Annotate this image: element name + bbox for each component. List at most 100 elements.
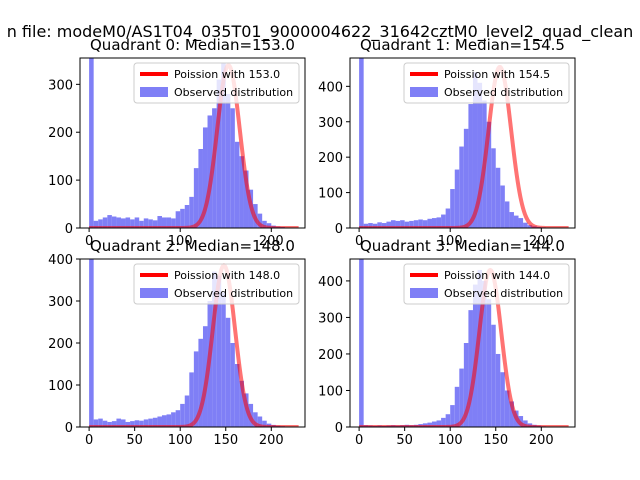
histogram-bar	[523, 222, 528, 228]
histogram-bar	[436, 420, 442, 427]
histogram-bar	[148, 418, 153, 427]
histogram-bar	[198, 338, 203, 427]
legend-hist-swatch	[140, 288, 168, 298]
histogram-bar	[363, 223, 369, 228]
histogram-bar	[463, 343, 469, 427]
histogram-bar	[152, 417, 158, 427]
histogram-bar	[234, 141, 240, 228]
histogram-bar	[239, 156, 244, 228]
y-tick-label: 0	[65, 421, 73, 436]
histogram-bar	[377, 222, 382, 228]
subplot-title: Quadrant 3: Median=144.0	[360, 237, 565, 255]
histogram-bar	[441, 214, 446, 228]
x-tick-label: 100	[438, 433, 463, 448]
histogram-bar	[253, 412, 258, 427]
x-tick-label: 100	[438, 234, 463, 249]
histogram-bar	[523, 420, 528, 427]
histogram-bar	[257, 416, 263, 427]
x-tick-label: 200	[529, 433, 554, 448]
histogram-bar	[143, 419, 149, 427]
legend-hist-label: Observed distribution	[444, 86, 563, 99]
histogram-bar	[184, 205, 190, 228]
histogram-bar	[436, 217, 442, 228]
axes-frame	[349, 258, 576, 428]
histogram-bar	[157, 216, 162, 228]
x-tick-label: 150	[213, 433, 238, 448]
histogram-bar	[459, 368, 464, 427]
histogram-bar	[239, 380, 244, 427]
histogram-bar	[527, 225, 533, 228]
subplot-quadrant-2: 0 50 100 150 200 0 100 200 300 400 Poission with 1…	[48, 237, 306, 448]
y-tick-label: 200	[48, 126, 73, 141]
plot-area	[88, 58, 300, 228]
histogram-bar	[207, 115, 213, 228]
y-tick-label: 300	[318, 311, 343, 326]
histogram-bar	[243, 170, 249, 228]
x-tick-label: 50	[396, 433, 413, 448]
histogram-bar	[495, 353, 501, 427]
histogram-bar	[472, 72, 478, 228]
histogram-bar	[257, 213, 263, 228]
histogram-bar	[225, 93, 231, 228]
histogram-bar	[116, 217, 121, 228]
subplot-quadrant-3: 0 50 100 150 200 0 100 200 300 400 Poission with 1…	[318, 237, 576, 448]
histogram-bar	[171, 412, 176, 427]
histogram-bar	[400, 220, 405, 228]
histogram-bar	[454, 169, 460, 228]
y-tick-label: 200	[318, 348, 343, 363]
histogram-bar	[477, 82, 483, 228]
y-tick-label: 0	[335, 421, 343, 436]
histogram-bar	[120, 419, 126, 427]
histogram-bar	[89, 58, 94, 228]
x-tick-label: 200	[529, 234, 554, 249]
histogram-bar	[441, 417, 446, 427]
histogram-bar	[468, 310, 473, 427]
legend-hist-swatch	[410, 87, 438, 97]
histogram-bar	[171, 218, 176, 228]
histogram-bar	[445, 208, 451, 228]
histogram-bar	[477, 269, 483, 427]
histogram-bar	[134, 217, 140, 228]
histogram-bar	[234, 364, 240, 427]
histogram-bar	[404, 221, 410, 228]
subplot-quadrant-1: 0 100 200 0 100 200 300 400 Poission with 154.5 O…	[318, 36, 576, 249]
x-tick-label: 0	[355, 433, 363, 448]
histogram-bar	[509, 212, 514, 228]
histogram-bar	[202, 127, 208, 228]
legend-box	[133, 263, 300, 305]
histogram-bar	[180, 403, 185, 427]
histogram-bar	[161, 217, 167, 228]
histogram-bar	[89, 259, 94, 427]
legend-poisson-label: Poission with 153.0	[174, 68, 280, 81]
histogram-bar	[102, 217, 108, 228]
histogram-bar	[230, 108, 235, 228]
histogram-bar	[368, 223, 373, 228]
histogram-bar	[212, 271, 217, 427]
histogram-bar	[413, 220, 419, 228]
histogram-bar	[189, 196, 194, 228]
histogram-bar	[390, 220, 396, 228]
y-tick-label: 400	[48, 253, 73, 268]
histogram-bar	[504, 201, 510, 228]
histogram-bar	[468, 104, 473, 228]
histogram-bar	[491, 324, 496, 427]
histogram-bar	[463, 128, 469, 228]
histogram-bar	[486, 299, 492, 427]
subplot-grid: 0 100 200 0 100 200 300 Poission with 153.0 Obse…	[48, 36, 576, 448]
legend-hist-swatch	[410, 288, 438, 298]
histogram-bar	[107, 215, 112, 228]
histogram-bar	[266, 223, 272, 228]
histogram-bar	[161, 415, 167, 427]
plot-area	[88, 259, 300, 427]
histogram-bar	[198, 148, 203, 228]
histogram-bar	[193, 168, 199, 228]
legend-hist-label: Observed distribution	[174, 287, 293, 300]
histogram-bar	[184, 395, 190, 427]
axes-frame	[79, 57, 306, 229]
y-tick-label: 300	[48, 78, 73, 93]
histogram-bar	[130, 421, 135, 427]
y-tick-label: 0	[335, 222, 343, 237]
histogram-bar	[148, 219, 153, 228]
x-tick-label: 0	[85, 433, 93, 448]
histogram-bar	[409, 220, 414, 228]
